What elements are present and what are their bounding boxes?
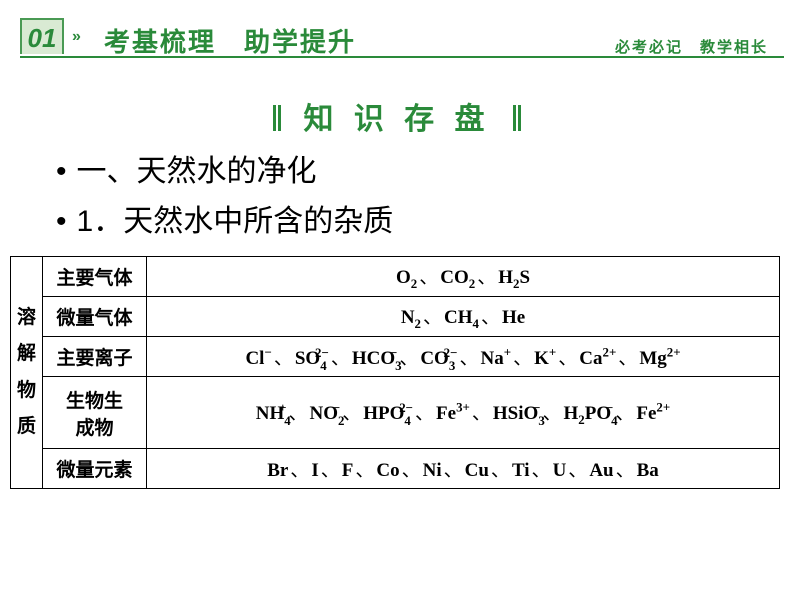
- section-number-tab: 01: [20, 18, 64, 54]
- subsection-heading: •1．天然水中所含的杂质: [56, 196, 794, 240]
- header-title: 考基梳理 助学提升: [104, 22, 356, 59]
- row-label: 微量气体: [43, 297, 147, 337]
- title-bar-right-icon: [513, 105, 521, 131]
- header-subtitle: 必考必记 教学相长: [615, 36, 768, 57]
- vertical-header: 溶解物质: [11, 257, 43, 489]
- table-row: 生物生成物 NH4+、NO2−、HPO42−、Fe3+、HSiO3−、H2PO4…: [11, 377, 780, 449]
- header-underline: [20, 56, 784, 58]
- title-bar-left-icon: [273, 105, 281, 131]
- bullet-icon: •: [56, 155, 67, 188]
- page-title: 知 识 存 盘: [0, 94, 794, 138]
- section-heading: •一、天然水的净化: [56, 146, 794, 190]
- impurities-table: 溶解物质 主要气体 O2、CO2、H2S 微量气体 N2、CH4、He 主要离子…: [10, 256, 780, 489]
- row-label: 生物生成物: [43, 377, 147, 449]
- table-row: 主要离子 Cl−、SO42−、HCO3−、CO32−、Na+、K+、Ca2+、M…: [11, 337, 780, 377]
- page-title-text: 知 识 存 盘: [303, 103, 490, 136]
- cell-main-ions: Cl−、SO42−、HCO3−、CO32−、Na+、K+、Ca2+、Mg2+: [147, 337, 780, 377]
- row-label: 主要离子: [43, 337, 147, 377]
- cell-trace-elements: Br、I、F、Co、Ni、Cu、Ti、U、Au、Ba: [147, 449, 780, 489]
- table-row: 微量元素 Br、I、F、Co、Ni、Cu、Ti、U、Au、Ba: [11, 449, 780, 489]
- content-body: •一、天然水的净化 •1．天然水中所含的杂质: [0, 146, 794, 240]
- cell-main-gases: O2、CO2、H2S: [147, 257, 780, 297]
- table-row: 溶解物质 主要气体 O2、CO2、H2S: [11, 257, 780, 297]
- cell-biogenic: NH4+、NO2−、HPO42−、Fe3+、HSiO3−、H2PO4−、Fe2+: [147, 377, 780, 449]
- slide-header: 01 » 考基梳理 助学提升 必考必记 教学相长: [0, 0, 794, 64]
- bullet-icon: •: [56, 205, 67, 238]
- cell-trace-gases: N2、CH4、He: [147, 297, 780, 337]
- row-label: 微量元素: [43, 449, 147, 489]
- table-row: 微量气体 N2、CH4、He: [11, 297, 780, 337]
- row-label: 主要气体: [43, 257, 147, 297]
- chevron-right-icon: »: [72, 28, 81, 46]
